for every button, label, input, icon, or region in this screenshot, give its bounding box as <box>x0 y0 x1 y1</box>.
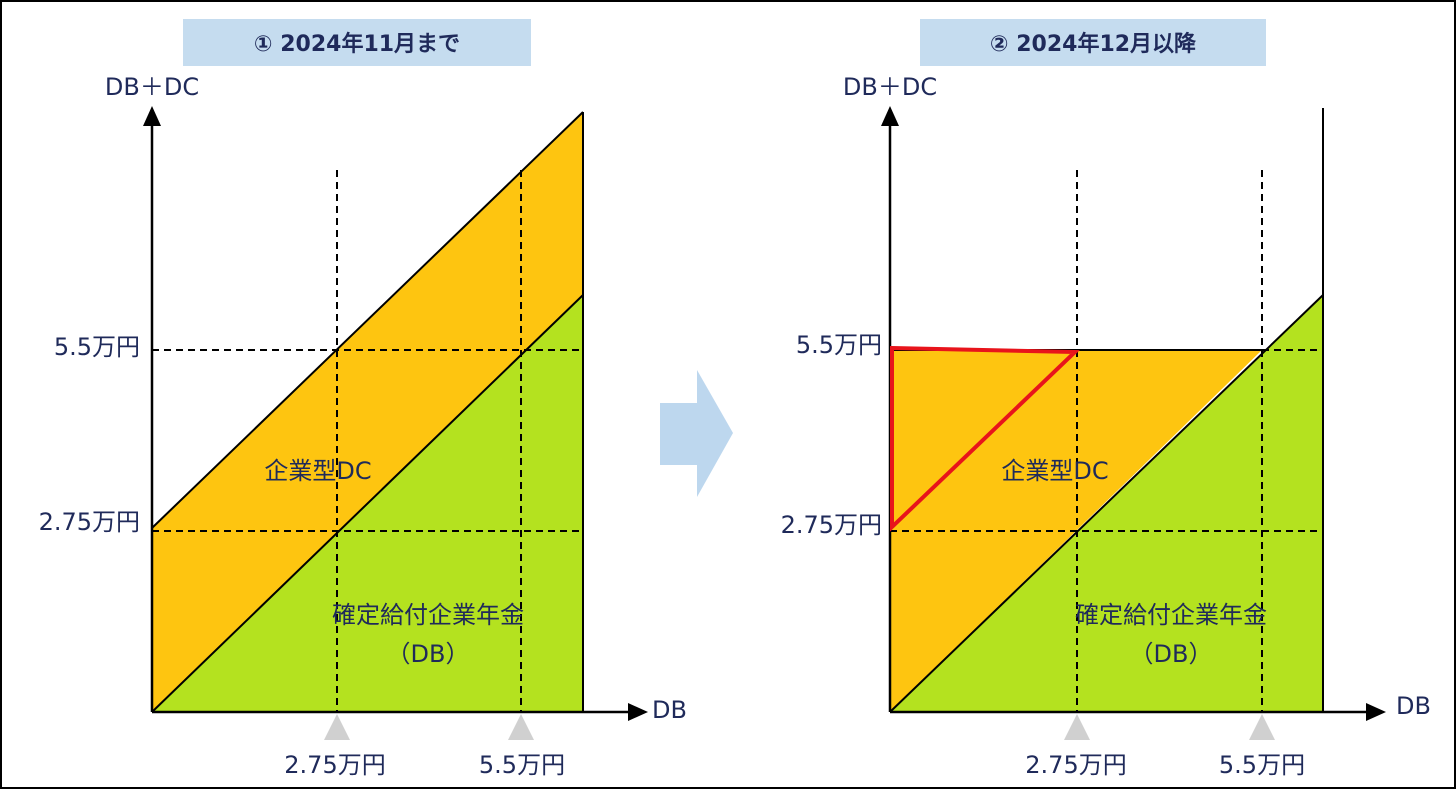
panel-title: ② 2024年12月以降 <box>990 31 1197 57</box>
panel-left: ① 2024年11月まで DB＋DC DB 5.5万円 2.75万円 2.75万… <box>39 19 687 779</box>
y-axis-label: DB＋DC <box>843 73 937 101</box>
region-label: （DB） <box>387 640 470 668</box>
highlight-triangle <box>890 345 1080 532</box>
y-tick: 5.5万円 <box>54 333 140 361</box>
y-tick: 2.75万円 <box>39 508 140 536</box>
dc-region <box>152 112 583 712</box>
x-tick: 2.75万円 <box>1025 751 1126 779</box>
marker <box>1064 714 1090 740</box>
region-label: （DB） <box>1130 640 1213 668</box>
axis-arrow <box>881 106 899 126</box>
marker <box>324 714 350 740</box>
region-label: 確定給付企業年金 <box>332 601 524 629</box>
y-tick: 2.75万円 <box>781 511 882 539</box>
axis-arrow <box>143 106 161 126</box>
marker <box>1249 714 1275 740</box>
x-axis-label: DB <box>1396 692 1431 720</box>
title-box <box>183 19 531 66</box>
marker <box>508 714 534 740</box>
panel-title: ① 2024年11月まで <box>254 31 460 57</box>
title-box <box>920 19 1266 66</box>
transition-arrow <box>660 370 733 497</box>
x-axis-label: DB <box>652 696 687 724</box>
axis-arrow <box>628 703 648 721</box>
region-label: 企業型DC <box>264 457 371 485</box>
region-label: 確定給付企業年金 <box>1075 601 1267 629</box>
lower-line <box>151 294 584 713</box>
y-axis-label: DB＋DC <box>105 73 199 101</box>
upper-line <box>151 111 584 529</box>
y-tick: 5.5万円 <box>796 331 882 359</box>
x-tick: 5.5万円 <box>479 751 565 779</box>
panel-right: ② 2024年12月以降 DB＋DC DB 5.5万円 2.75万円 2.75万… <box>781 19 1431 779</box>
x-tick: 2.75万円 <box>284 751 385 779</box>
axis-arrow <box>1366 703 1386 721</box>
region-label: 企業型DC <box>1001 457 1108 485</box>
x-tick: 5.5万円 <box>1219 751 1305 779</box>
lower-line <box>889 294 1324 713</box>
